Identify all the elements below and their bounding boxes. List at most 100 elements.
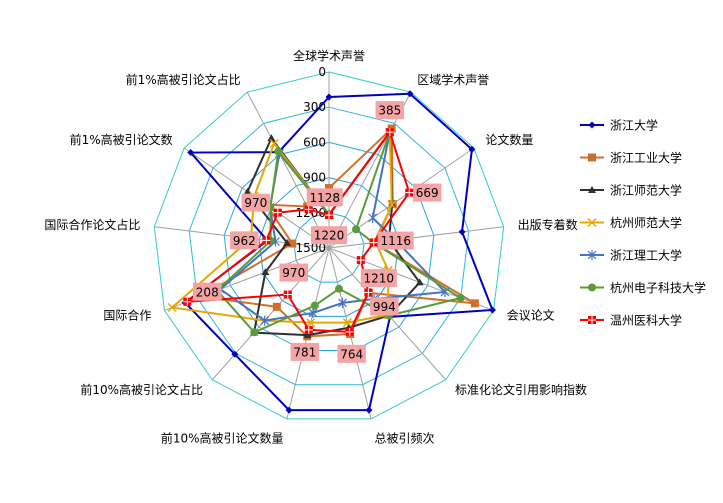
legend-label: 温州医科大学 [610, 313, 682, 328]
radial-tick-label: 900 [303, 171, 326, 185]
axis-spoke [211, 247, 330, 381]
data-label: 970 [241, 193, 271, 212]
legend-item: 浙江理工大学 [580, 248, 682, 263]
axis-label: 论文数量 [485, 132, 533, 147]
data-point [273, 208, 282, 217]
series-line [184, 129, 411, 333]
data-point [325, 93, 333, 101]
data-point [406, 90, 414, 98]
legend-label: 浙江工业大学 [610, 150, 682, 165]
axis-label: 会议论文 [507, 307, 555, 322]
data-point [456, 293, 465, 302]
radial-tick-label: 1500 [295, 241, 326, 255]
data-point [325, 211, 333, 220]
data-label: 1128 [306, 188, 343, 207]
axis-label: 标准化论文引用影响指数 [455, 382, 587, 397]
data-point [385, 128, 394, 137]
data-point [308, 307, 318, 318]
data-label: 1116 [377, 231, 414, 250]
axis-spoke [246, 91, 330, 249]
data-point [304, 205, 313, 214]
legend-item: 浙江师范大学 [580, 183, 682, 198]
data-point [167, 302, 177, 313]
axis-label: 出版专着数 [518, 217, 578, 232]
grid-ring [188, 106, 470, 386]
data-point [488, 306, 496, 314]
data-label-text: 1128 [309, 191, 340, 205]
series-line [183, 92, 494, 412]
axis-spoke [164, 247, 330, 311]
data-label-text: 669 [416, 186, 439, 200]
data-point [274, 147, 283, 156]
data-point [243, 187, 252, 195]
data-point [306, 318, 316, 328]
data-label: 669 [412, 183, 442, 202]
axis-label: 前1%高被引论文占比 [126, 72, 241, 87]
axis-label: 前1%高被引论文数 [70, 132, 173, 147]
legend-marker [588, 316, 596, 324]
data-point [261, 268, 270, 276]
data-point [272, 302, 281, 311]
data-point [288, 239, 297, 248]
series-6 [183, 128, 414, 336]
data-point [387, 200, 397, 210]
data-label-text: 1220 [314, 229, 345, 243]
data-point [187, 149, 195, 157]
data-point [368, 212, 378, 223]
axis-label: 前10%高被引论文占比 [80, 382, 203, 397]
axis-label: 国际合作 [103, 307, 151, 322]
data-point [405, 188, 414, 197]
data-point [304, 325, 313, 334]
axis-label: 全球学术声誉 [293, 48, 365, 63]
data-point [338, 297, 347, 308]
data-point [262, 236, 271, 245]
legend-marker [587, 217, 597, 228]
radial-tick-label: 0 [318, 65, 326, 79]
data-point [269, 138, 279, 149]
data-label-text: 970 [244, 196, 267, 210]
data-point [303, 331, 312, 339]
axis-label: 区域学术声誉 [417, 72, 489, 87]
data-label: 385 [375, 101, 405, 120]
data-point [345, 327, 354, 336]
axis-spoke [328, 226, 504, 249]
data-label: 962 [230, 231, 259, 250]
legend-item: 杭州电子科技大学 [580, 280, 706, 295]
data-point [352, 225, 361, 234]
data-point [310, 301, 319, 310]
legend-marker [588, 283, 596, 292]
data-label: 1220 [311, 226, 347, 245]
legend-item: 浙江大学 [580, 118, 658, 133]
data-label: 994 [370, 297, 399, 316]
data-point [183, 297, 192, 306]
data-point [415, 278, 424, 286]
grid-ring [153, 71, 505, 420]
data-point [267, 134, 276, 142]
data-label-text: 208 [196, 285, 219, 299]
data-point [468, 145, 476, 153]
radial-tick-label: 300 [303, 100, 326, 114]
legend-marker [588, 153, 596, 162]
data-point [285, 406, 293, 414]
data-point [250, 328, 259, 337]
data-point [231, 350, 239, 358]
data-label: 208 [193, 282, 222, 301]
data-point [260, 315, 270, 326]
axis-label: 国际合作论文占比 [44, 217, 140, 232]
data-point [364, 288, 373, 297]
data-point [356, 256, 365, 265]
legend-label: 浙江大学 [610, 118, 658, 133]
legend-item: 温州医科大学 [580, 313, 682, 328]
legend-marker [587, 250, 597, 260]
legend-label: 浙江师范大学 [610, 183, 682, 198]
data-label-text: 962 [233, 234, 256, 248]
data-label-text: 385 [378, 104, 401, 118]
data-point [335, 284, 344, 293]
axis-label: 前10%高被引论文数量 [161, 430, 284, 445]
legend-label: 杭州电子科技大学 [610, 280, 706, 295]
legend-label: 浙江理工大学 [610, 248, 682, 263]
legend-label: 杭州师范大学 [610, 215, 682, 230]
data-point [369, 238, 378, 247]
axis-spoke [328, 247, 494, 311]
